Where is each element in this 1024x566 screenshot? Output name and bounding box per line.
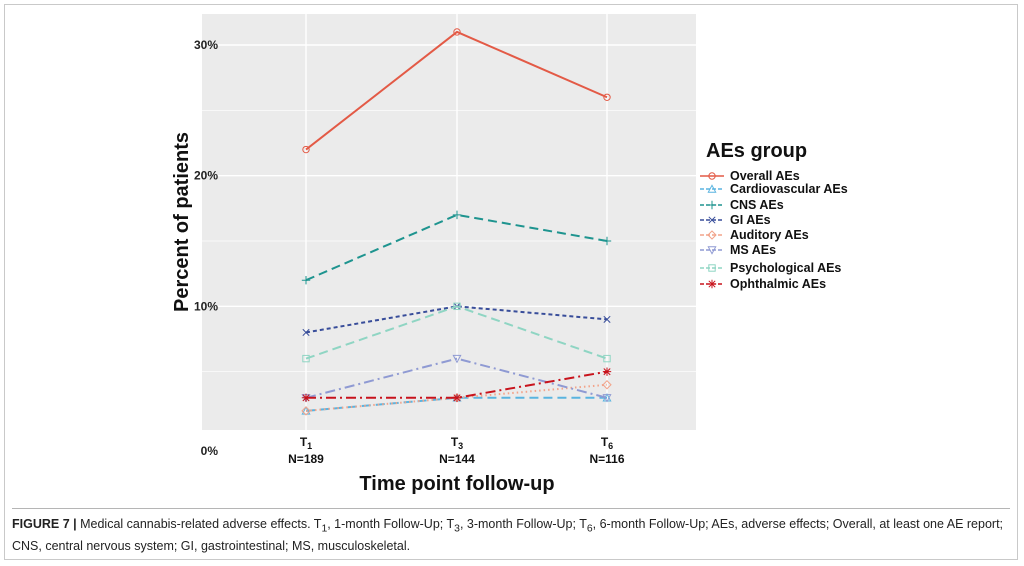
- legend-item: Ophthalmic AEs: [700, 277, 826, 291]
- legend-item: CNS AEs: [700, 198, 784, 212]
- x-tick-n: N=144: [439, 452, 475, 466]
- legend-key-marker: [708, 264, 716, 272]
- legend-item: Psychological AEs: [700, 261, 841, 275]
- legend-key-marker: [707, 184, 717, 193]
- legend-key-marker: [707, 246, 717, 255]
- caption-sub-3: 3: [454, 523, 460, 535]
- legend-item: Cardiovascular AEs: [700, 182, 848, 196]
- figure-caption: FIGURE 7 | Medical cannabis-related adve…: [12, 516, 1012, 555]
- legend-item: MS AEs: [700, 243, 776, 257]
- legend-label: Ophthalmic AEs: [730, 277, 826, 291]
- data-point: [302, 145, 310, 154]
- data-point: [301, 393, 311, 402]
- caption-text-3: , 3-month Follow-Up; T: [459, 517, 587, 531]
- x-tick-labels: T1N=189 T3N=144 T6N=116: [288, 435, 625, 466]
- data-point: [602, 380, 612, 390]
- legend-item: Auditory AEs: [700, 228, 809, 242]
- data-point: [603, 93, 611, 101]
- x-tick-label: T6: [601, 435, 613, 451]
- legend-label: MS AEs: [730, 243, 776, 257]
- grid-lines: [202, 14, 696, 430]
- legend-key-marker: [707, 279, 717, 289]
- legend-label: Auditory AEs: [730, 228, 809, 242]
- legend-key-marker: [707, 200, 717, 210]
- legend-item: Overall AEs: [700, 169, 800, 183]
- data-point: [302, 354, 310, 363]
- series-line: [305, 305, 608, 360]
- x-axis-title: Time point follow-up: [359, 473, 554, 495]
- data-point: [452, 393, 462, 402]
- legend-label: CNS AEs: [730, 198, 784, 212]
- legend-title: AEs group: [706, 140, 807, 162]
- data-point: [301, 406, 311, 416]
- series-lines: [301, 28, 612, 416]
- plot-area: [202, 14, 696, 430]
- series-line: [305, 305, 608, 334]
- data-point: [603, 354, 611, 363]
- caption-text-4: , 6-month Follow-Up; AEs, adverse effect…: [12, 517, 1004, 553]
- legend-key-marker: [708, 216, 716, 224]
- caption-sub-1: 1: [321, 523, 328, 535]
- legend-key-marker: [707, 230, 717, 240]
- x-tick-label: T3: [451, 435, 463, 451]
- series-line: [305, 213, 608, 282]
- series-overall-aes: [302, 28, 611, 154]
- legend-label: Overall AEs: [730, 169, 800, 183]
- series-psychological-aes: [302, 302, 611, 363]
- caption-sub-6: 6: [586, 523, 593, 535]
- caption-text-1: Medical cannabis-related adverse effects…: [76, 517, 322, 531]
- data-point: [602, 236, 612, 246]
- y-tick-label: 10%: [194, 299, 218, 313]
- x-tick-n: N=189: [288, 452, 324, 466]
- data-point: [452, 210, 462, 220]
- series-ophthalmic-aes: [301, 367, 612, 402]
- x-tick-label: T1: [300, 435, 312, 451]
- y-tick-label: 0%: [201, 444, 219, 458]
- caption-divider: [12, 508, 1010, 509]
- data-point: [453, 28, 461, 36]
- figure-frame: [4, 4, 1018, 560]
- line-chart: 0% 10% 20% 30% T1N=189 T3N=144 T6N=116 Percen…: [171, 14, 848, 495]
- data-point: [301, 406, 311, 415]
- series-cns-aes: [301, 210, 612, 285]
- data-point: [453, 302, 461, 311]
- legend-label: GI AEs: [730, 213, 771, 227]
- legend-key-marker: [708, 172, 716, 180]
- legend-label: Cardiovascular AEs: [730, 182, 848, 196]
- series-line: [305, 383, 608, 412]
- y-tick-label: 30%: [194, 38, 218, 52]
- data-point: [602, 394, 612, 403]
- data-point: [301, 276, 311, 285]
- data-point: [302, 328, 310, 337]
- data-point: [602, 367, 612, 376]
- figure-label: FIGURE 7 |: [12, 517, 77, 531]
- series-line: [305, 30, 608, 151]
- y-tick-labels: 0% 10% 20% 30%: [194, 38, 218, 458]
- data-point: [452, 354, 462, 364]
- x-tick-n: N=116: [589, 452, 624, 466]
- legend-item: GI AEs: [700, 213, 771, 227]
- legend-label: Psychological AEs: [730, 261, 841, 275]
- data-point: [603, 315, 611, 323]
- y-tick-label: 20%: [194, 169, 218, 183]
- y-axis-title: Percent of patients: [171, 132, 193, 312]
- caption-text-2: , 1-month Follow-Up; T: [327, 517, 455, 531]
